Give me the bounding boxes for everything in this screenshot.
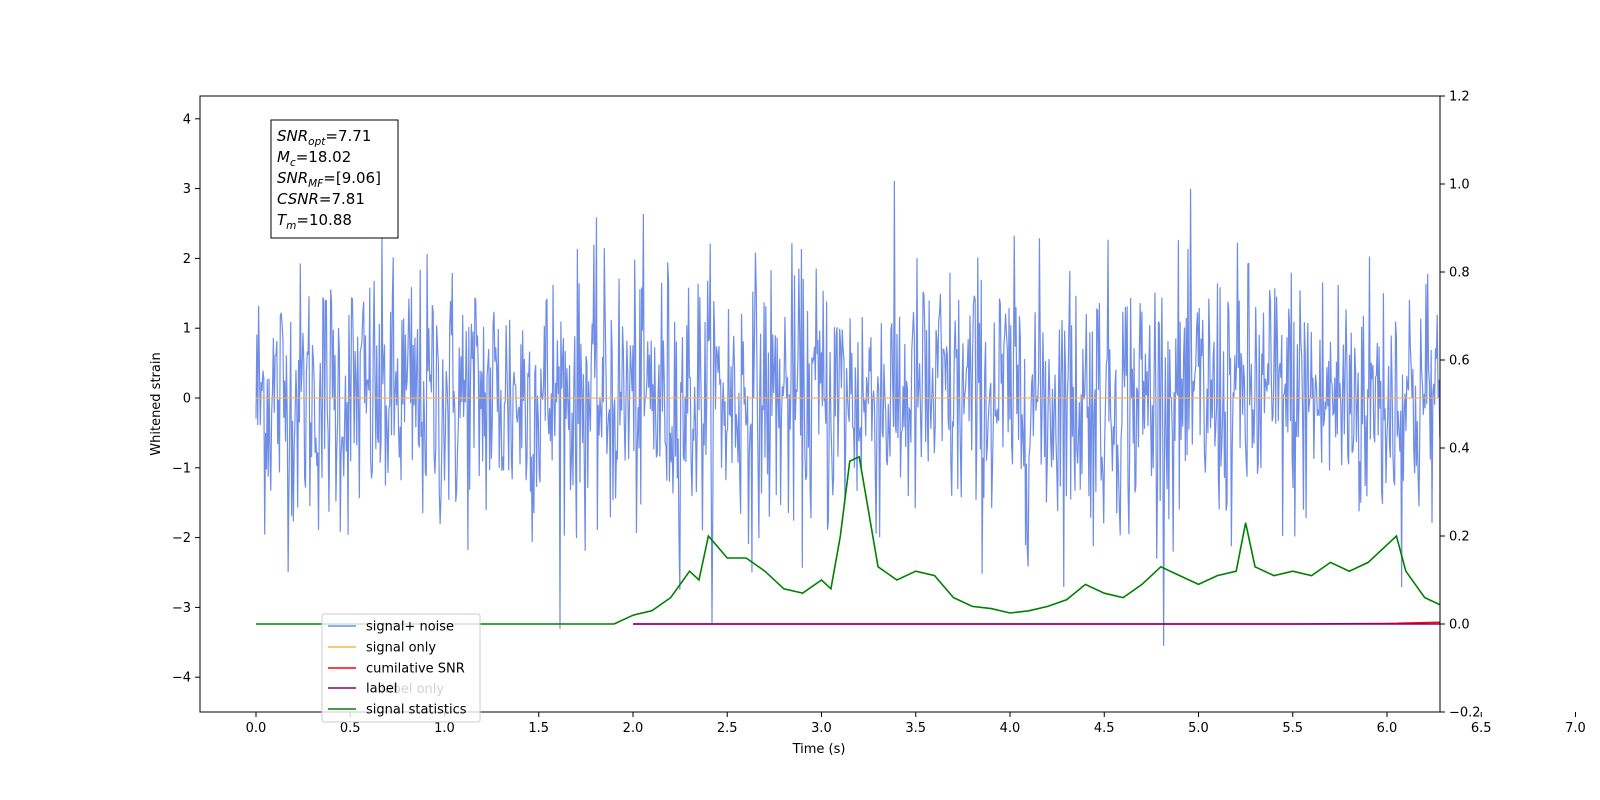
x-tick-label: 5.0 (1188, 721, 1209, 736)
annotation-frame (270, 119, 399, 239)
x-tick-label: 7.0 (1565, 721, 1586, 736)
y-right-tick-label: −0.2 (1449, 706, 1481, 721)
y-left-tick-label: −3 (172, 601, 191, 616)
annotation-subscript: MF (308, 178, 324, 190)
legend-entry-label: signal statistics (366, 703, 467, 718)
y-axis-right: 1.2 1.0 0.8 0.6 0.4 0.2 0.0 −0.2 (1440, 90, 1481, 721)
x-tick-label: 4.5 (1094, 721, 1115, 736)
plot-frame (199, 95, 1441, 713)
annotation-value: =7.71 (325, 127, 371, 145)
legend-entry-label: signal only (366, 641, 436, 656)
annotation-line: Mc=18.02 (277, 148, 351, 169)
annotation-line: SNRMF=[9.06] (277, 169, 381, 190)
y-right-tick-label: 1.2 (1449, 90, 1470, 105)
y-right-tick-label: 0.6 (1449, 354, 1470, 369)
legend-entry-label: cumilative SNR (366, 662, 465, 677)
y-left-tick-label: −2 (172, 531, 191, 546)
annotation-symbol: T (277, 211, 288, 229)
y-right-tick-label: 0.4 (1449, 442, 1470, 457)
y-right-tick-label: 0.0 (1449, 618, 1470, 633)
series-signal-noise (255, 180, 1440, 646)
x-tick-label: 6.5 (1471, 721, 1492, 736)
x-tick-label: 3.0 (811, 721, 832, 736)
annotation-box: SNRopt=7.71Mc=18.02SNRMF=[9.06]CSNR=7.81… (270, 119, 399, 239)
annotation-value: =7.81 (319, 190, 365, 208)
legend-frame (321, 613, 481, 723)
x-tick-label: 1.0 (434, 721, 455, 736)
y-axis-title: Whitened strain (149, 352, 164, 455)
x-axis-title: Time (s) (792, 742, 846, 757)
x-tick-label: 6.0 (1377, 721, 1398, 736)
y-left-tick-label: 2 (183, 252, 191, 267)
x-tick-label: 0.5 (340, 721, 361, 736)
x-tick-label: 5.5 (1282, 721, 1303, 736)
y-left-tick-label: 3 (183, 182, 191, 197)
annotation-symbol: M (277, 148, 290, 166)
annotation-subscript: m (286, 220, 296, 232)
legend-entry-label: signal+ noise (366, 620, 454, 635)
y-left-tick-label: 1 (183, 322, 191, 337)
annotation-value: =[9.06] (323, 169, 381, 187)
annotation-line: SNRopt=7.71 (277, 127, 371, 148)
annotation-value: =10.88 (296, 211, 352, 229)
y-left-tick-label: −1 (172, 461, 191, 476)
annotation-symbol: SNR (277, 127, 308, 145)
x-tick-label: 1.5 (528, 721, 549, 736)
annotation-symbol: CSNR (277, 190, 319, 208)
x-tick-label: 4.0 (1000, 721, 1021, 736)
y-left-tick-label: −4 (172, 671, 191, 686)
x-tick-label: 2.5 (717, 721, 738, 736)
y-right-tick-label: 0.8 (1449, 266, 1470, 281)
y-left-tick-label: 0 (183, 392, 191, 407)
x-axis: 0.0 0.5 1.0 1.5 2.0 2.5 3.0 3.5 4.0 4.5 5.0 5.5 6.0 6… (246, 712, 1586, 736)
y-right-tick-label: 0.2 (1449, 530, 1470, 545)
x-tick-label: 2.0 (623, 721, 644, 736)
annotation-value: =18.02 (296, 148, 352, 166)
annotation-symbol: SNR (277, 169, 308, 187)
legend-entry-label: label (366, 682, 397, 697)
series-signal-only (255, 396, 1440, 400)
annotation-line: CSNR=7.81 (277, 190, 365, 208)
y-right-tick-label: 1.0 (1449, 178, 1470, 193)
series-signal-statistics (256, 455, 1440, 625)
annotation-line: Tm=10.88 (277, 211, 352, 232)
legend: label only signal+ noise signal only cumila… (321, 613, 481, 723)
annotation-subscript: opt (308, 136, 326, 148)
x-tick-label: 3.5 (905, 721, 926, 736)
annotation-subscript: c (290, 157, 296, 169)
y-left-tick-label: 4 (183, 112, 191, 127)
x-tick-label: 0.0 (246, 721, 267, 736)
legend-label-ghost: label only (381, 682, 444, 697)
y-axis-left: 4 3 2 1 0 −1 −2 −3 −4 (172, 112, 200, 686)
series-layer (255, 180, 1440, 646)
